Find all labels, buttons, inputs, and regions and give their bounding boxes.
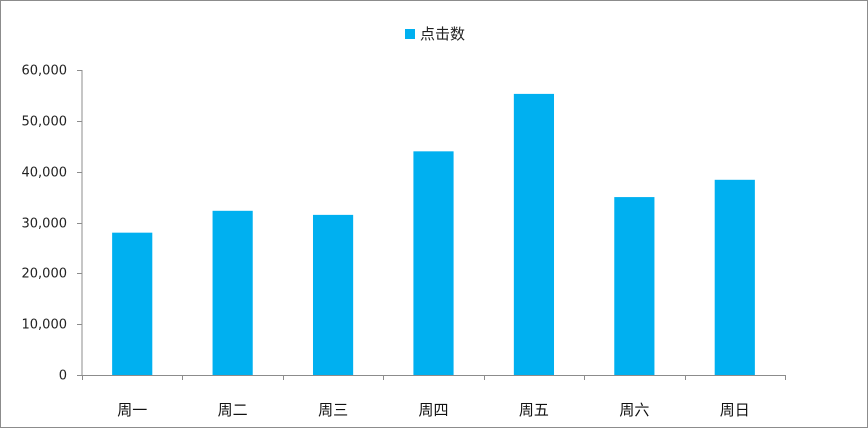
y-tick-label: 50,000: [22, 115, 68, 130]
x-category-label: 周五: [519, 401, 549, 419]
bar: [413, 151, 454, 375]
bar: [513, 93, 555, 376]
y-tick-label: 0: [59, 369, 67, 384]
legend: 点击数: [405, 23, 465, 44]
bar: [212, 210, 253, 375]
legend-swatch: [405, 28, 415, 39]
x-category-label: 周四: [418, 401, 448, 419]
x-category-label: 周一: [117, 401, 147, 419]
bar: [112, 232, 153, 375]
y-tick-label: 60,000: [22, 64, 68, 79]
x-category-label: 周三: [318, 401, 348, 419]
bar: [614, 197, 655, 375]
x-category-label: 周六: [619, 401, 649, 419]
y-tick-label: 30,000: [22, 217, 68, 232]
y-tick-label: 10,000: [22, 318, 68, 333]
bar: [714, 179, 755, 375]
legend-label: 点击数: [420, 25, 466, 43]
x-category-label: 周二: [218, 401, 248, 419]
x-category-label: 周日: [720, 401, 750, 419]
y-tick-label: 40,000: [22, 166, 68, 181]
bar: [312, 214, 354, 375]
y-tick-label: 20,000: [22, 267, 68, 282]
